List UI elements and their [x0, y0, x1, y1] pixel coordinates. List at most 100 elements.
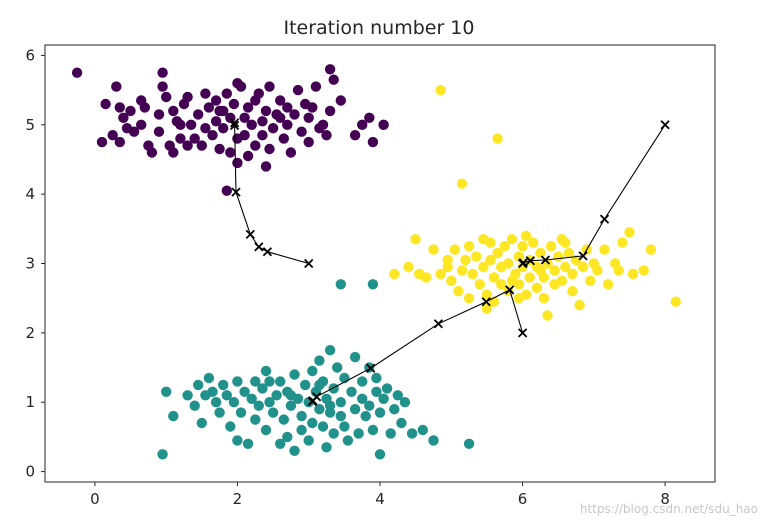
- cluster-2-point: [506, 275, 518, 286]
- cluster-0-point: [310, 81, 322, 92]
- cluster-0-point: [196, 140, 207, 151]
- cluster-0-point: [182, 140, 193, 151]
- cluster-1-point: [339, 421, 350, 432]
- cluster-0-point: [203, 102, 215, 113]
- cluster-1-point: [189, 400, 200, 411]
- cluster-0-point: [139, 102, 150, 113]
- cluster-2-point: [528, 237, 539, 248]
- cluster-0-point: [182, 91, 193, 103]
- centroid-marker: [599, 214, 610, 224]
- cluster-1-point: [210, 397, 222, 408]
- cluster-0-point: [364, 112, 375, 124]
- cluster-0-point: [107, 130, 118, 141]
- cluster-2-point: [627, 268, 639, 280]
- cluster-0-point: [118, 112, 129, 124]
- cluster-2-point: [617, 237, 628, 248]
- cluster-0-point: [168, 105, 179, 117]
- cluster-0-point: [175, 119, 186, 130]
- cluster-2-point: [410, 234, 421, 245]
- cluster-1-point: [417, 424, 428, 436]
- cluster-2-point: [645, 244, 657, 255]
- cluster-1-point: [367, 279, 379, 290]
- cluster-1-point: [182, 390, 193, 401]
- cluster-1-point: [389, 404, 400, 415]
- cluster-0-point: [232, 78, 243, 89]
- cluster-2-point: [474, 279, 485, 290]
- cluster-1-point: [335, 410, 346, 422]
- cluster-2-point: [467, 268, 478, 280]
- centroid-marker: [540, 255, 551, 265]
- cluster-0-point: [307, 102, 318, 113]
- cluster-1-point: [300, 379, 311, 391]
- cluster-1-point: [303, 435, 314, 446]
- centroid-path-line: [234, 122, 309, 265]
- cluster-1-point: [463, 438, 475, 449]
- cluster-2-point: [463, 293, 475, 304]
- y-tick-label: 1: [25, 393, 35, 411]
- cluster-0-point: [264, 81, 275, 92]
- cluster-0-point: [218, 123, 229, 134]
- cluster-0-point: [275, 95, 286, 106]
- cluster-0-point: [303, 112, 314, 124]
- cluster-1-point: [324, 400, 336, 411]
- cluster-0-point: [128, 126, 140, 137]
- cluster-1-point: [275, 376, 286, 387]
- x-axis-ticks: 0 2 4 6 8: [90, 482, 670, 508]
- centroid-marker: [433, 319, 444, 329]
- cluster-0-point: [239, 130, 250, 141]
- cluster-2-point: [592, 265, 603, 276]
- cluster-0-point: [96, 136, 108, 148]
- cluster-2-point: [460, 254, 471, 266]
- cluster-0-point: [285, 147, 297, 158]
- centroid-paths-layer: [229, 118, 670, 407]
- cluster-1-point: [317, 421, 329, 432]
- cluster-1-point: [374, 449, 386, 460]
- cluster-0-point: [357, 119, 368, 130]
- cluster-2-point: [567, 286, 578, 297]
- cluster-2-point: [449, 244, 460, 255]
- cluster-1-point: [399, 397, 411, 408]
- cluster-2-point: [524, 272, 535, 283]
- cluster-0-point: [296, 126, 307, 137]
- x-tick-label: 8: [660, 490, 670, 508]
- x-tick-label: 0: [90, 490, 100, 508]
- cluster-1-point: [267, 407, 279, 418]
- centroid-marker: [525, 256, 536, 266]
- cluster-1-point: [232, 435, 243, 446]
- cluster-1-point: [335, 279, 346, 290]
- cluster-1-point: [168, 410, 179, 422]
- cluster-1-point: [264, 397, 275, 408]
- cluster-1-point: [203, 372, 215, 384]
- y-tick-label: 4: [25, 185, 35, 203]
- cluster-0-point: [250, 140, 261, 151]
- cluster-0-point: [161, 91, 172, 103]
- cluster-0-point: [282, 119, 293, 130]
- x-tick-label: 2: [233, 490, 243, 508]
- cluster-2-point: [503, 258, 514, 269]
- centroid-marker: [229, 120, 240, 131]
- cluster-1-point: [271, 390, 282, 401]
- cluster-1-point: [250, 376, 261, 387]
- cluster-1-point: [314, 379, 325, 391]
- cluster-2-point: [513, 293, 525, 304]
- cluster-1-point: [253, 400, 264, 411]
- cluster-1-point: [257, 383, 268, 394]
- cluster-1-point: [332, 362, 343, 373]
- cluster-0-point: [153, 126, 165, 137]
- cluster-1-point: [289, 445, 300, 456]
- x-tick-label: 4: [375, 490, 385, 508]
- scatter-points-layer: [71, 64, 681, 460]
- centroid-marker: [229, 118, 240, 128]
- cluster-1-point: [193, 379, 204, 391]
- cluster-0-point: [378, 119, 389, 130]
- cluster-1-point: [406, 428, 418, 439]
- cluster-1-point: [381, 383, 393, 394]
- cluster-2-point: [453, 286, 464, 297]
- cluster-0-point: [303, 136, 314, 148]
- cluster-1-point: [335, 397, 346, 408]
- cluster-1-point: [278, 414, 289, 425]
- cluster-2-point: [513, 251, 525, 262]
- cluster-0-point: [157, 81, 168, 92]
- cluster-1-point: [260, 365, 272, 377]
- cluster-1-point: [371, 372, 382, 384]
